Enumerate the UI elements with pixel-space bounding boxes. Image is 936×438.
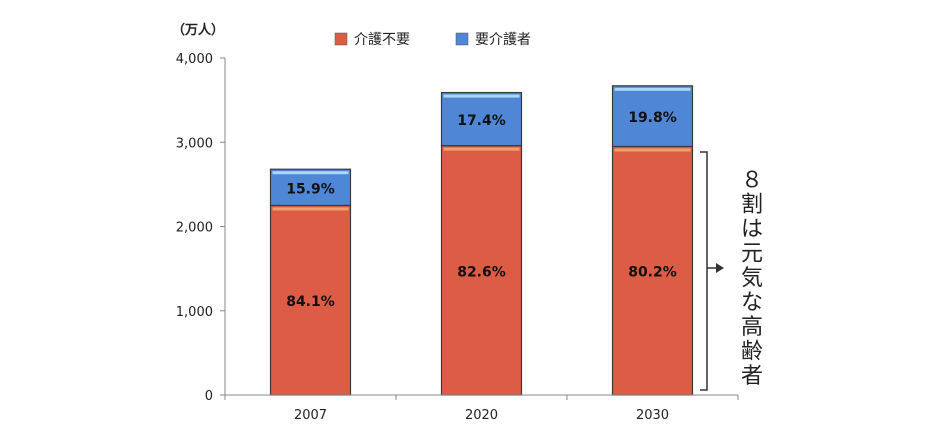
data-label: 19.8% xyxy=(628,110,677,126)
y-tick-label: 4,000 xyxy=(176,52,213,67)
annotation-arrow-head xyxy=(716,263,724,273)
data-label: 15.9% xyxy=(286,181,335,197)
bars: 84.1% 15.9% 82.6% 17.4% 80.2% 19.8% xyxy=(269,85,694,396)
x-tick-label: 2007 xyxy=(294,408,327,423)
data-label: 17.4% xyxy=(457,113,506,129)
annotation-bracket xyxy=(700,151,708,391)
y-axis-unit: （万人） xyxy=(172,22,224,38)
y-tick-label: 3,000 xyxy=(176,136,213,151)
y-tick-label: 0 xyxy=(205,389,213,404)
legend-label-series-0: 介護不要 xyxy=(354,32,410,48)
bar-2007-series-1 xyxy=(269,168,352,207)
bar-highlight xyxy=(272,171,349,175)
legend-swatch-series-1 xyxy=(455,32,469,46)
data-label: 82.6% xyxy=(457,264,506,280)
bar-2030-series-0 xyxy=(611,145,694,396)
legend-label-series-1: 要介護者 xyxy=(475,32,531,48)
x-tick-label: 2030 xyxy=(636,408,669,423)
annotation: ８割は元気な高齢者 xyxy=(700,151,763,391)
x-axis: 2007 2020 2030 xyxy=(224,394,739,423)
data-label: 80.2% xyxy=(628,265,677,281)
bar-highlight xyxy=(614,148,691,152)
y-axis: 0 1,000 2,000 3,000 4,000 xyxy=(176,52,226,404)
legend: 介護不要 要介護者 xyxy=(334,32,531,48)
y-tick-label: 2,000 xyxy=(176,221,213,236)
bar-highlight xyxy=(272,207,349,211)
bar-highlight xyxy=(443,147,520,151)
bar-2020-series-1 xyxy=(440,91,523,147)
bar-highlight xyxy=(614,87,691,91)
data-label: 84.1% xyxy=(286,294,335,310)
bar-2020-series-0 xyxy=(440,145,523,396)
x-tick-label: 2020 xyxy=(465,408,498,423)
y-tick-label: 1,000 xyxy=(176,305,213,320)
bar-2030-series-1 xyxy=(611,85,694,148)
annotation-text: ８割は元気な高齢者 xyxy=(741,168,763,389)
bar-highlight xyxy=(443,94,520,98)
legend-swatch-series-0 xyxy=(334,32,348,46)
